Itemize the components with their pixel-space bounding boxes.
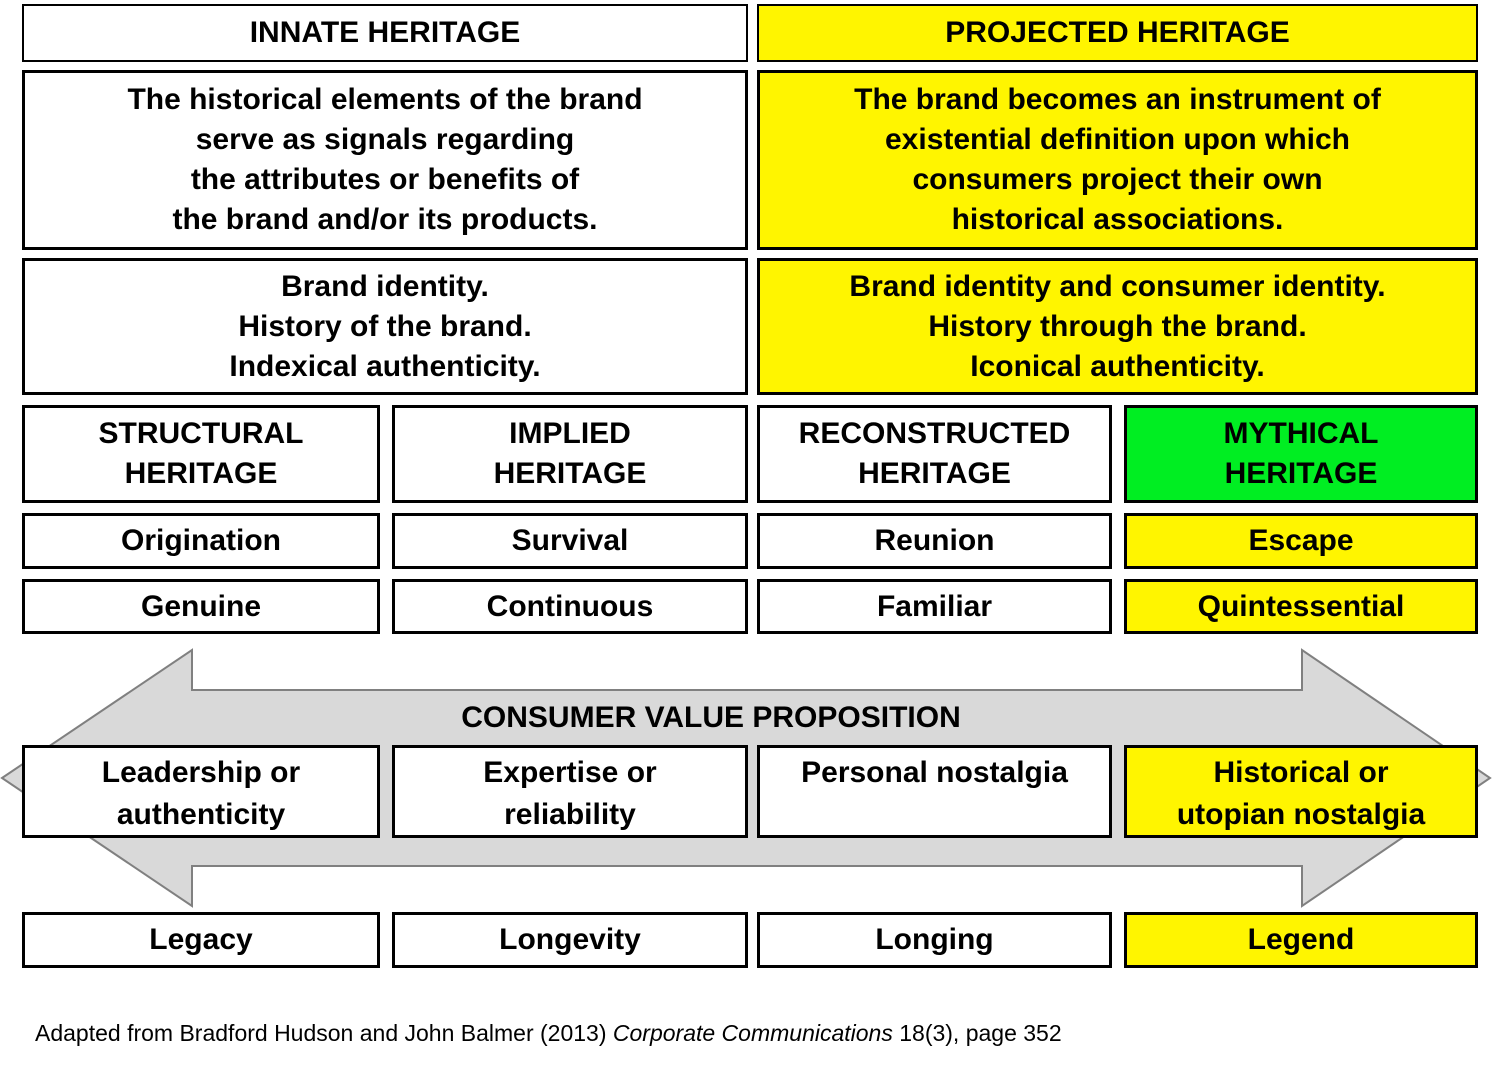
source-citation: Adapted from Bradford Hudson and John Ba… bbox=[35, 1019, 1062, 1047]
historical-utopian-nostalgia-label: Historical or utopian nostalgia bbox=[1176, 756, 1426, 831]
projected-identity-box: Brand identity and consumer identity. Hi… bbox=[757, 258, 1478, 395]
expertise-reliability-label: Expertise or reliability bbox=[483, 756, 657, 831]
box-survival: Survival bbox=[392, 513, 748, 569]
innate-description-box: The historical elements of the brand ser… bbox=[22, 70, 748, 250]
innate-identity-text: Brand identity. History of the brand. In… bbox=[229, 269, 541, 383]
longing-label: Longing bbox=[875, 923, 994, 956]
box-reunion: Reunion bbox=[757, 513, 1112, 569]
projected-identity-text: Brand identity and consumer identity. Hi… bbox=[849, 269, 1386, 383]
mythical-heritage-title: MYTHICAL HERITAGE bbox=[1223, 417, 1379, 490]
familiar-label: Familiar bbox=[876, 589, 993, 623]
origination-label: Origination bbox=[121, 524, 281, 557]
box-escape: Escape bbox=[1124, 513, 1478, 569]
implied-heritage-header-box: IMPLIED HERITAGE bbox=[392, 405, 748, 503]
innate-identity-box: Brand identity. History of the brand. In… bbox=[22, 258, 748, 395]
legend-label: Legend bbox=[1247, 923, 1355, 956]
escape-label: Escape bbox=[1248, 524, 1354, 557]
box-longing: Longing bbox=[757, 912, 1112, 968]
box-genuine: Genuine bbox=[22, 579, 380, 634]
citation-journal-title: Corporate Communications bbox=[612, 1020, 893, 1046]
reconstructed-heritage-header-box: RECONSTRUCTED HERITAGE bbox=[757, 405, 1112, 503]
consumer-value-proposition-label: CONSUMER VALUE PROPOSITION bbox=[461, 701, 961, 734]
innate-description-text: The historical elements of the brand ser… bbox=[127, 83, 643, 236]
projected-description-text: The brand becomes an instrument of exist… bbox=[854, 83, 1381, 236]
leadership-authenticity-label: Leadership or authenticity bbox=[101, 756, 301, 831]
structural-heritage-header-box: STRUCTURAL HERITAGE bbox=[22, 405, 380, 503]
projected-description-box: The brand becomes an instrument of exist… bbox=[757, 70, 1478, 250]
legacy-label: Legacy bbox=[149, 923, 253, 956]
innate-heritage-title: INNATE HERITAGE bbox=[249, 16, 521, 49]
structural-heritage-title: STRUCTURAL HERITAGE bbox=[98, 417, 304, 490]
citation-prefix: Adapted from Bradford Hudson and John Ba… bbox=[35, 1020, 613, 1046]
box-legacy: Legacy bbox=[22, 912, 380, 968]
personal-nostalgia-label: Personal nostalgia bbox=[801, 756, 1068, 789]
box-historical-utopian-nostalgia: Historical or utopian nostalgia bbox=[1124, 745, 1478, 838]
genuine-label: Genuine bbox=[140, 589, 261, 623]
box-longevity: Longevity bbox=[392, 912, 748, 968]
box-expertise-reliability: Expertise or reliability bbox=[392, 745, 748, 838]
quintessential-label: Quintessential bbox=[1197, 589, 1405, 623]
box-leadership-authenticity: Leadership or authenticity bbox=[22, 745, 380, 838]
box-continuous: Continuous bbox=[392, 579, 748, 634]
innate-heritage-header-box: INNATE HERITAGE bbox=[22, 4, 748, 62]
implied-heritage-title: IMPLIED HERITAGE bbox=[493, 417, 647, 490]
reunion-label: Reunion bbox=[874, 524, 995, 557]
box-origination: Origination bbox=[22, 513, 380, 569]
citation-suffix: 18(3), page 352 bbox=[892, 1020, 1062, 1046]
box-legend: Legend bbox=[1124, 912, 1478, 968]
projected-heritage-header-box: PROJECTED HERITAGE bbox=[757, 4, 1478, 62]
projected-heritage-title: PROJECTED HERITAGE bbox=[945, 16, 1290, 49]
longevity-label: Longevity bbox=[499, 923, 641, 956]
continuous-label: Continuous bbox=[486, 589, 654, 623]
box-familiar: Familiar bbox=[757, 579, 1112, 634]
box-personal-nostalgia: Personal nostalgia bbox=[757, 745, 1112, 838]
reconstructed-heritage-title: RECONSTRUCTED HERITAGE bbox=[798, 417, 1071, 490]
box-quintessential: Quintessential bbox=[1124, 579, 1478, 634]
mythical-heritage-header-box: MYTHICAL HERITAGE bbox=[1124, 405, 1478, 503]
survival-label: Survival bbox=[511, 524, 629, 557]
